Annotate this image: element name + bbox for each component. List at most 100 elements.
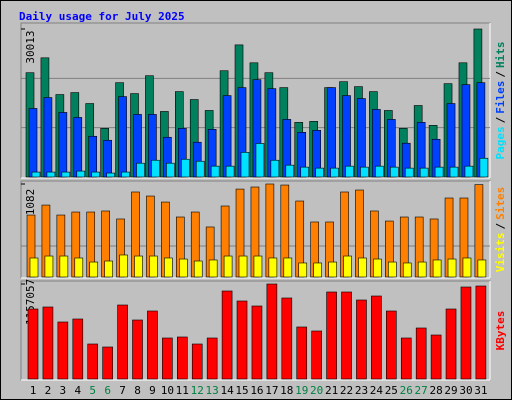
bar (193, 260, 203, 278)
x-tick-label: 8 (134, 384, 141, 397)
bar (315, 167, 324, 178)
bar (149, 255, 158, 278)
bar (419, 167, 429, 178)
bar (360, 166, 369, 178)
bar (28, 108, 38, 178)
bar (136, 162, 145, 178)
bar (46, 171, 56, 178)
x-tick-label: 30 (459, 384, 472, 397)
bar (371, 295, 382, 380)
bar (375, 165, 384, 178)
y-tick-label: 30013 (24, 30, 37, 63)
x-tick-label: 20 (310, 384, 323, 397)
bar (464, 165, 474, 178)
bar (195, 160, 205, 178)
bar (311, 330, 322, 380)
bar (179, 258, 188, 278)
bar (103, 139, 112, 178)
bar (117, 304, 128, 380)
bar (358, 257, 367, 278)
bar (313, 262, 322, 278)
bar (76, 170, 86, 178)
x-tick-label: 23 (355, 384, 368, 397)
bar (29, 257, 39, 278)
bar (268, 257, 278, 278)
bar (449, 166, 459, 178)
bar (72, 318, 84, 380)
bar (240, 152, 250, 178)
bar (151, 159, 160, 178)
bar (434, 166, 444, 178)
x-tick-label: 14 (220, 384, 234, 397)
bar (328, 261, 337, 278)
bar (417, 261, 427, 278)
bar (104, 260, 113, 278)
bar (43, 97, 53, 178)
bar (400, 337, 412, 380)
bar (281, 297, 293, 380)
x-tick-label: 24 (370, 384, 384, 397)
bar (74, 257, 84, 278)
bar (206, 337, 218, 380)
bar (177, 336, 188, 380)
bar (462, 257, 472, 278)
bar (327, 87, 336, 178)
bar (402, 262, 412, 278)
bar (432, 259, 442, 278)
bar (119, 254, 128, 278)
bar (447, 258, 457, 278)
bar (102, 346, 113, 380)
bar (330, 167, 339, 178)
bar (223, 255, 233, 278)
bar (390, 166, 399, 178)
x-tick-label: 19 (295, 384, 308, 397)
bar (296, 326, 308, 380)
bar (121, 171, 130, 178)
x-tick-label: 16 (250, 384, 263, 397)
x-tick-label: 2 (45, 384, 52, 397)
bar (221, 290, 233, 380)
bar (31, 171, 41, 178)
x-tick-label: 26 (400, 384, 413, 397)
bar (89, 261, 99, 278)
x-tick-label: 11 (176, 384, 189, 397)
x-tick-label: 6 (104, 384, 111, 397)
bar (134, 255, 143, 278)
bar (236, 300, 248, 380)
bar (298, 262, 308, 278)
bar (87, 343, 99, 380)
bar (118, 96, 127, 178)
y-tick-label: 1082 (24, 189, 37, 216)
legend-entry: Hits (494, 42, 507, 69)
bar (326, 291, 337, 380)
bar (270, 159, 280, 178)
bar (255, 143, 265, 178)
bar (251, 305, 263, 380)
bar (343, 255, 352, 278)
bar (356, 299, 367, 380)
bar (208, 259, 218, 278)
x-tick-label: 29 (444, 384, 457, 397)
bar (475, 285, 487, 380)
legend-entry: Pages (494, 126, 507, 159)
bar (91, 171, 101, 178)
bar (164, 257, 173, 278)
bar (357, 98, 366, 178)
bar (88, 135, 98, 178)
bar (225, 165, 235, 178)
x-tick-label: 21 (325, 384, 338, 397)
bar (430, 334, 442, 380)
x-tick-label: 7 (119, 384, 126, 397)
legend-separator: / (494, 71, 507, 78)
bar (106, 172, 115, 178)
bar (342, 95, 351, 178)
legend: Visits / Sites (494, 187, 507, 273)
bar (266, 283, 278, 380)
bar (59, 255, 69, 278)
x-tick-label: 22 (340, 384, 353, 397)
bar (58, 112, 68, 178)
legend-separator: / (494, 116, 507, 123)
bar (132, 319, 143, 380)
bar (61, 171, 71, 178)
